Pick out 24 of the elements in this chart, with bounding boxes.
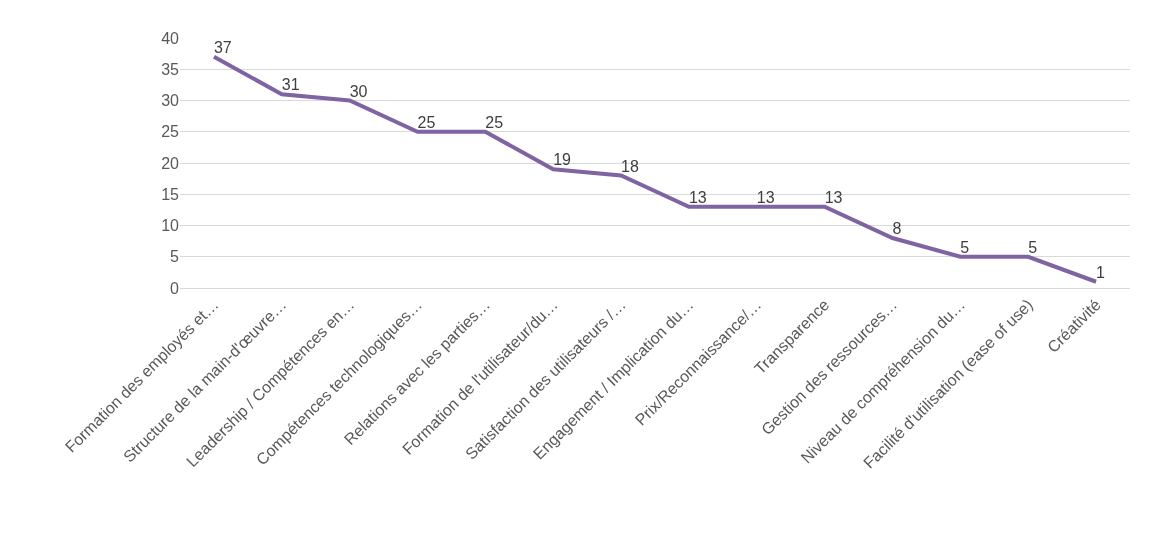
data-label: 5 [960,238,970,256]
y-tick-label: 25 [161,123,180,141]
y-tick-label: 40 [161,29,180,47]
data-label: 25 [485,113,504,131]
line-series [211,54,1099,284]
data-label: 1 [1096,263,1106,281]
data-label: 19 [553,151,572,169]
data-label: 13 [756,188,775,206]
data-label: 25 [417,113,436,131]
y-tick-label: 5 [170,248,180,266]
data-label: 13 [688,188,707,206]
data-label: 13 [824,188,843,206]
y-tick-label: 20 [161,154,180,172]
data-label: 37 [213,38,232,56]
y-tick-label: 10 [161,217,180,235]
data-label: 8 [892,220,902,237]
y-tick-label: 30 [161,92,180,110]
y-tick-label: 0 [170,279,180,297]
data-label: 31 [281,76,300,94]
y-tick-label: 15 [161,185,180,203]
data-label: 18 [621,157,639,175]
data-label: 30 [349,82,368,100]
y-tick-label: 35 [161,60,180,78]
data-label: 5 [1028,238,1038,256]
